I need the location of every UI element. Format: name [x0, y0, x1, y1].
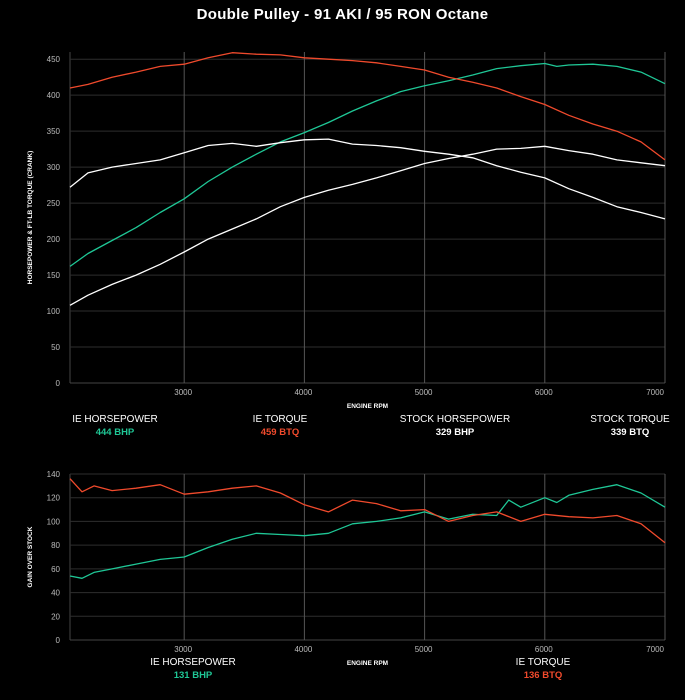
- x-tick-label: 6000: [535, 645, 553, 654]
- power-torque-chart: 0 50 100 150 200 250 300 350 400 450 3000 4000 5000 6…: [27, 52, 666, 410]
- y-tick-label: 0: [56, 636, 61, 645]
- chart-title: Double Pulley - 91 AKI / 95 RON Octane: [196, 6, 489, 23]
- legend-label: IE TORQUE: [252, 414, 308, 425]
- y-axis-label: HORSEPOWER & FT-LB TORQUE (CRANK): [27, 151, 34, 285]
- legend-label: IE HORSEPOWER: [72, 414, 158, 425]
- y-tick-label: 140: [47, 470, 61, 479]
- x-axis-label: ENGINE RPM: [347, 403, 388, 410]
- legend-label: STOCK TORQUE: [590, 414, 670, 425]
- x-tick-label: 3000: [174, 388, 192, 397]
- legend-value: 459 BTQ: [260, 427, 300, 438]
- y-tick-label: 40: [51, 589, 60, 598]
- x-tick-label: 5000: [415, 388, 433, 397]
- series-line-stock-horsepower: [69, 145, 666, 306]
- series-line-ie-horsepower: [69, 484, 666, 579]
- x-tick-label: 7000: [646, 645, 664, 654]
- y-tick-label: 20: [51, 612, 60, 621]
- y-tick-label: 150: [47, 271, 61, 280]
- y-tick-label: 60: [51, 565, 60, 574]
- y-tick-label: 350: [47, 127, 61, 136]
- legend-stock-torque: STOCK TORQUE 339 BTQ: [580, 413, 680, 439]
- legend-value: 339 BTQ: [610, 427, 650, 438]
- legend-gain-torque: IE TORQUE 136 BTQ: [493, 656, 593, 682]
- y-tick-label: 200: [47, 235, 61, 244]
- x-tick-label: 7000: [646, 388, 664, 397]
- legend-value: 131 BHP: [173, 670, 213, 681]
- series-line-ie-torque: [69, 478, 666, 544]
- y-tick-label: 120: [47, 494, 61, 503]
- y-tick-label: 450: [47, 55, 61, 64]
- y-tick-label: 400: [47, 91, 61, 100]
- x-tick-label: 4000: [294, 388, 312, 397]
- y-tick-label: 80: [51, 541, 60, 550]
- legend-value: 444 BHP: [95, 427, 135, 438]
- legend-stock-horsepower: STOCK HORSEPOWER 329 BHP: [395, 413, 515, 439]
- y-tick-label: 100: [47, 307, 61, 316]
- x-tick-label: 5000: [415, 645, 433, 654]
- legend-ie-torque: IE TORQUE 459 BTQ: [230, 413, 330, 439]
- legend-ie-horsepower: IE HORSEPOWER 444 BHP: [60, 413, 170, 439]
- x-tick-label: 6000: [535, 388, 553, 397]
- legend-label: IE TORQUE: [515, 657, 571, 668]
- x-axis-label: ENGINE RPM: [347, 660, 388, 667]
- series-line-ie-torque: [69, 52, 666, 161]
- legend-label: STOCK HORSEPOWER: [399, 414, 511, 425]
- x-tick-label: 4000: [294, 645, 312, 654]
- series-line-ie-horsepower: [69, 62, 666, 267]
- y-tick-label: 300: [47, 163, 61, 172]
- y-axis-label: GAIN OVER STOCK: [27, 526, 34, 587]
- y-tick-label: 50: [51, 343, 60, 352]
- legend-label: IE HORSEPOWER: [150, 657, 236, 668]
- legend-value: 136 BTQ: [523, 670, 563, 681]
- x-tick-label: 3000: [174, 645, 192, 654]
- legend-gain-horsepower: IE HORSEPOWER 131 BHP: [133, 656, 253, 682]
- y-tick-label: 0: [56, 379, 61, 388]
- series-line-stock-torque: [69, 138, 666, 220]
- y-tick-label: 250: [47, 199, 61, 208]
- y-tick-label: 100: [47, 517, 61, 526]
- legend-value: 329 BHP: [435, 427, 475, 438]
